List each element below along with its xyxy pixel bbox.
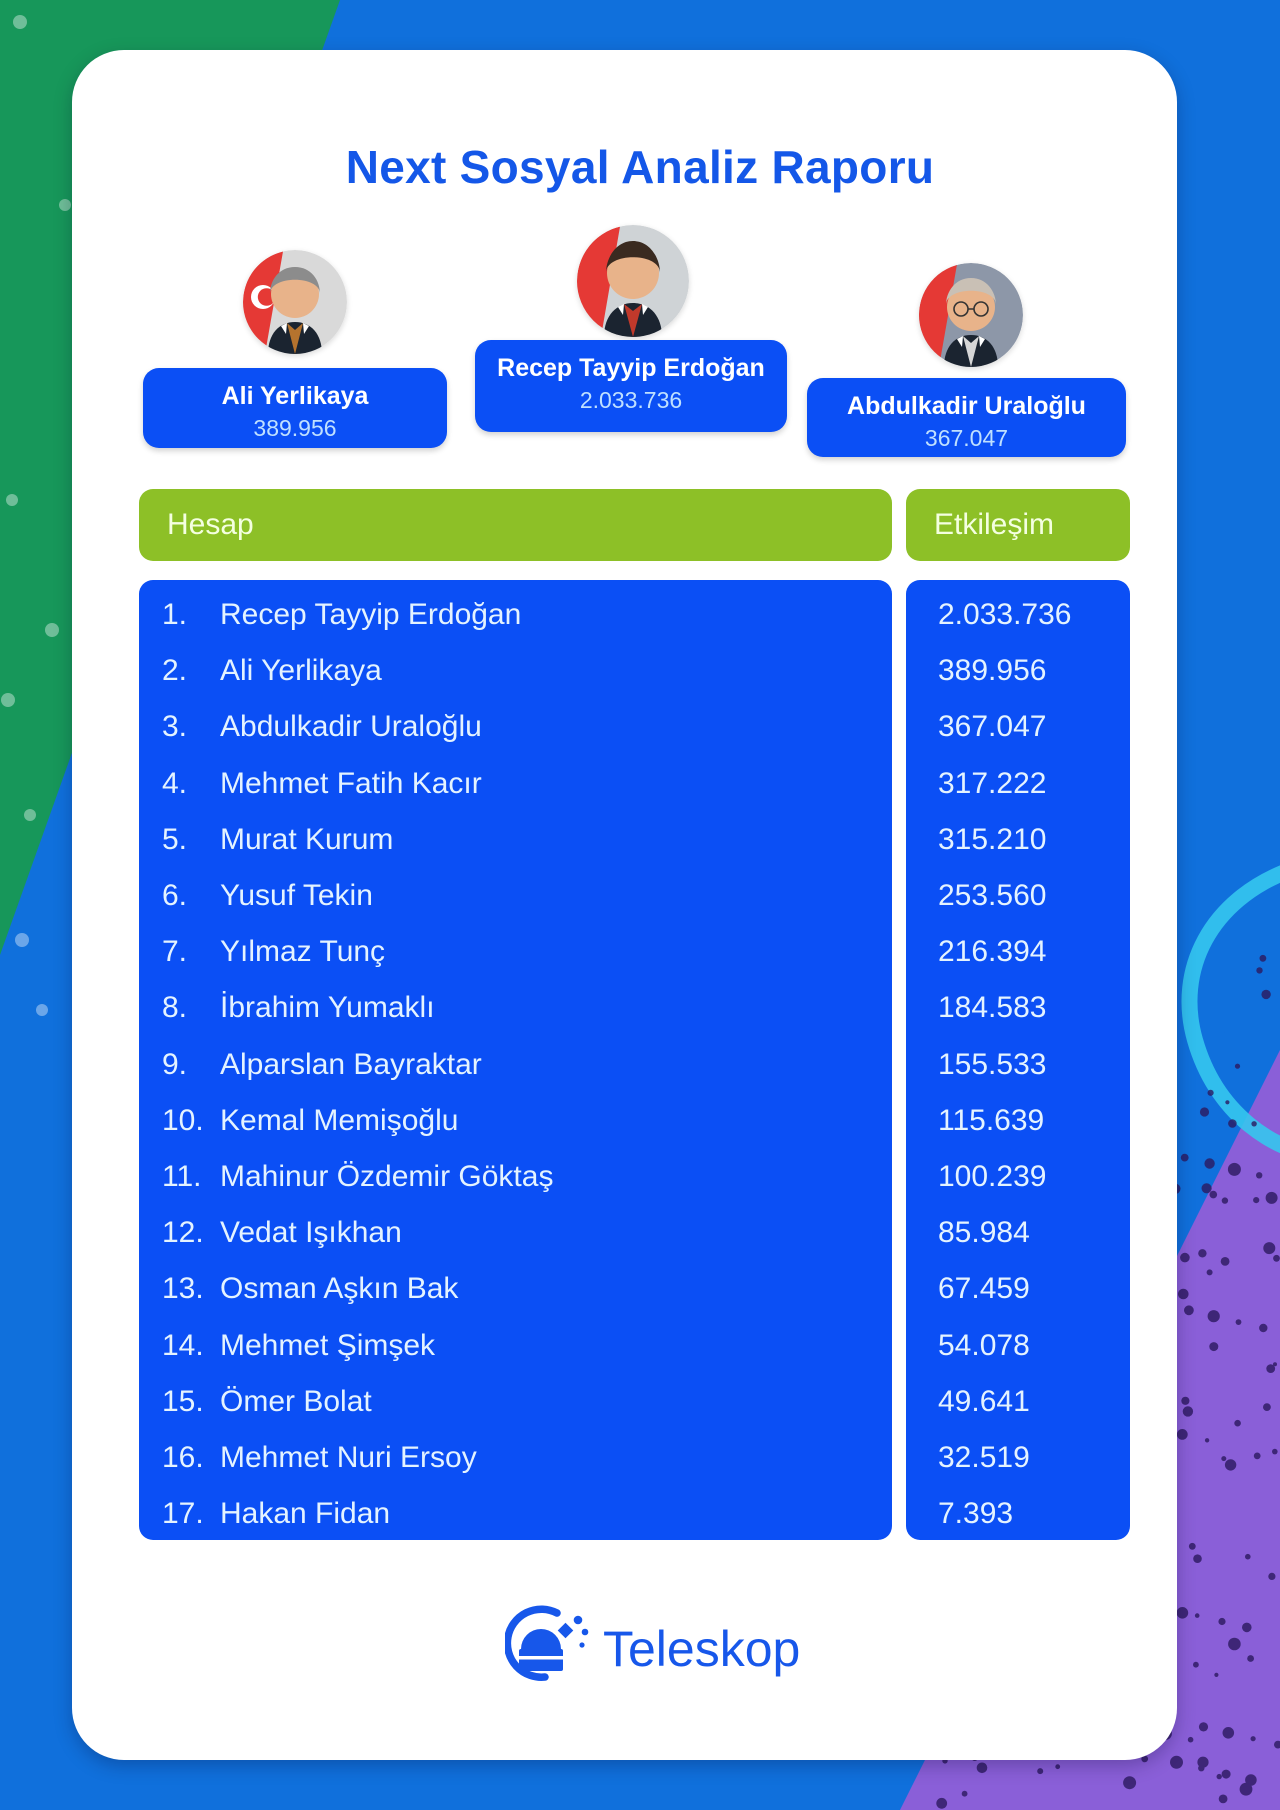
- svg-text:Teleskop: Teleskop: [603, 1621, 800, 1677]
